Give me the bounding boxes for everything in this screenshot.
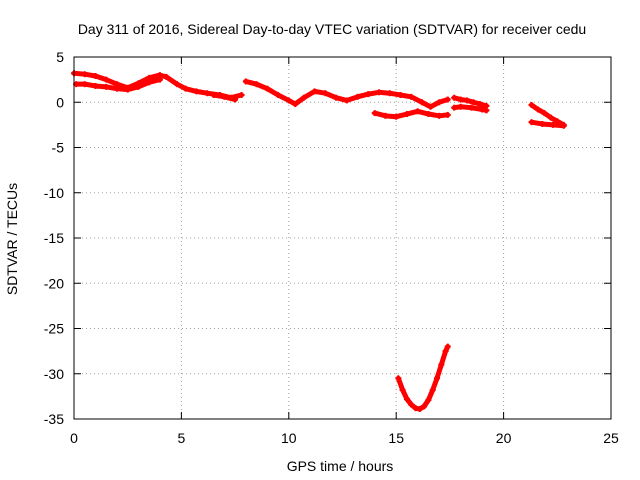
y-tick-label: -25 xyxy=(44,321,64,337)
x-tick-label: 10 xyxy=(281,430,297,446)
y-axis-label: SDTVAR / TECUs xyxy=(4,183,20,295)
data-point xyxy=(444,343,451,350)
x-axis-label: GPS time / hours xyxy=(287,458,394,474)
data-point xyxy=(444,96,451,103)
y-tick-label: 0 xyxy=(56,94,64,110)
x-tick-label: 20 xyxy=(496,430,512,446)
y-tick-label: -15 xyxy=(44,230,64,246)
data-point xyxy=(483,107,490,114)
data-point xyxy=(560,122,567,129)
y-tick-label: -35 xyxy=(44,411,64,427)
x-tick-label: 5 xyxy=(178,430,186,446)
y-tick-label: -5 xyxy=(52,140,65,156)
tick-label-layer: 0 5 10 15 20 25 5 0 -5 -10 -15 -20 -25 -30 -35 xyxy=(44,49,619,446)
data-point xyxy=(444,111,451,118)
chart-title: Day 311 of 2016, Sidereal Day-to-day VTE… xyxy=(78,21,586,37)
data-point xyxy=(232,96,239,103)
data-point xyxy=(238,92,245,99)
grid-layer xyxy=(74,57,611,419)
plot-frame xyxy=(73,56,612,420)
data-point xyxy=(156,76,163,83)
data-points-layer xyxy=(71,70,567,413)
y-tick-label: 5 xyxy=(56,49,64,65)
x-tick-label: 15 xyxy=(388,430,404,446)
y-tick-label: -30 xyxy=(44,366,64,382)
x-tick-label: 25 xyxy=(603,430,619,446)
x-tick-label: 0 xyxy=(70,430,78,446)
y-tick-label: -10 xyxy=(44,185,64,201)
y-tick-label: -20 xyxy=(44,275,64,291)
